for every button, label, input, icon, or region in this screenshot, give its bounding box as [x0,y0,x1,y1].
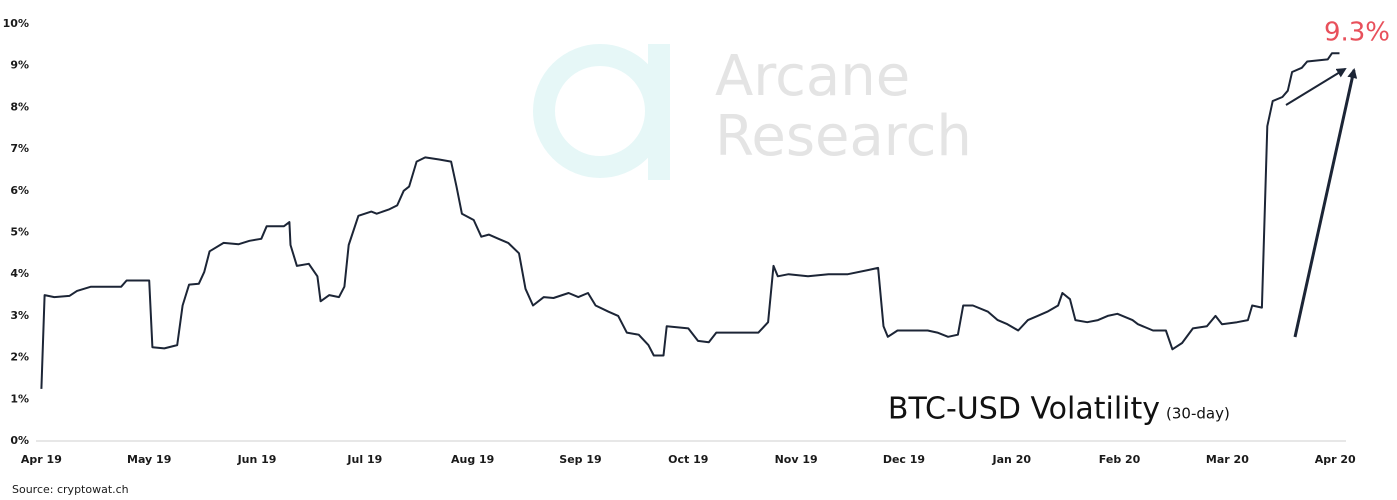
watermark: Arcane Research [533,44,972,180]
plot-area [40,52,1340,389]
watermark-logo [533,44,667,178]
watermark-logo-bar [648,44,670,180]
annotation: 9.3% [1324,18,1390,48]
y-tick-label: 1% [10,392,29,405]
x-tick-label: Jan 20 [992,453,1032,466]
y-tick-label: 7% [10,142,29,155]
arrow [1285,67,1347,106]
y-tick-label: 2% [10,351,29,364]
x-tick-label: Oct 19 [668,453,708,466]
watermark-text: Arcane [715,44,910,109]
x-tick-label: Jul 19 [346,453,382,466]
y-tick-label: 6% [10,184,29,197]
watermark-text: Research [715,104,972,169]
arrow [1293,68,1358,338]
y-tick-label: 5% [10,226,29,239]
chart-subtitle: (30-day) [1166,405,1230,423]
y-tick-label: 8% [10,100,29,113]
x-tick-label: May 19 [127,453,171,466]
source: Source: cryptowat.ch [12,483,129,496]
x-tick-label: Dec 19 [883,453,925,466]
y-tick-label: 4% [10,267,29,280]
x-tick-label: Apr 20 [1315,453,1356,466]
chart-title: BTC-USD Volatility [888,392,1160,427]
x-tick-label: Mar 20 [1206,453,1249,466]
y-tick-label: 3% [10,309,29,322]
x-tick-label: Aug 19 [451,453,494,466]
x-tick-label: Feb 20 [1099,453,1141,466]
x-tick-label: Sep 19 [559,453,601,466]
y-tick-label: 10% [3,17,29,30]
x-tick-label: Nov 19 [775,453,818,466]
volatility-line [40,52,1340,389]
y-tick-label: 9% [10,59,29,72]
x-tick-label: Apr 19 [21,453,62,466]
x-tick-label: Jun 19 [237,453,277,466]
y-tick-label: 0% [10,434,29,447]
